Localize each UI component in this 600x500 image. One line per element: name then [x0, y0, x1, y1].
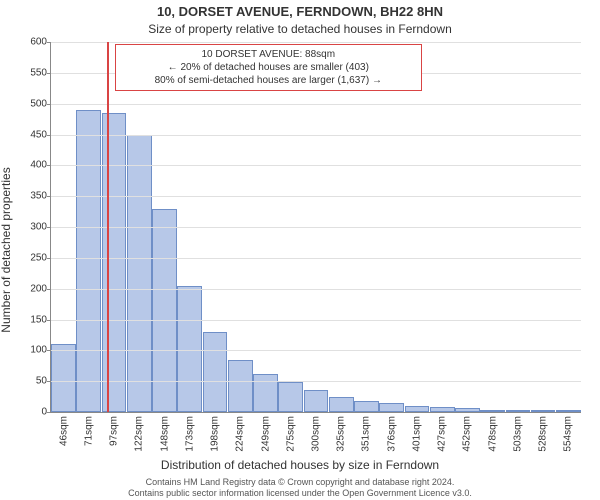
- attribution-line-2: Contains public sector information licen…: [0, 488, 600, 498]
- property-marker-line: [107, 42, 109, 412]
- x-tick-label: 401sqm: [411, 416, 422, 452]
- x-tick-label: 249sqm: [260, 416, 271, 452]
- y-tick-label: 500: [30, 98, 51, 109]
- callout-line-3: 80% of semi-detached houses are larger (…: [122, 74, 415, 87]
- y-tick-label: 400: [30, 160, 51, 171]
- plot-area: 05010015020025030035040045050055060046sq…: [50, 42, 581, 413]
- x-tick-label: 122sqm: [134, 416, 145, 452]
- grid-line: [51, 165, 581, 166]
- y-tick-label: 100: [30, 345, 51, 356]
- histogram-bar: [531, 410, 556, 412]
- y-tick-label: 200: [30, 283, 51, 294]
- x-tick-label: 376sqm: [386, 416, 397, 452]
- x-tick-label: 224sqm: [235, 416, 246, 452]
- y-tick-label: 150: [30, 314, 51, 325]
- x-tick-label: 528sqm: [538, 416, 549, 452]
- histogram-bar: [405, 406, 430, 412]
- grid-line: [51, 227, 581, 228]
- histogram-bar: [76, 110, 101, 412]
- y-tick-label: 300: [30, 222, 51, 233]
- histogram-bar: [177, 286, 202, 412]
- x-tick-label: 71sqm: [83, 416, 94, 446]
- histogram-bar: [480, 410, 505, 412]
- histogram-bar: [228, 360, 253, 412]
- grid-line: [51, 258, 581, 259]
- x-tick-label: 351sqm: [361, 416, 372, 452]
- x-tick-label: 198sqm: [210, 416, 221, 452]
- x-tick-label: 325sqm: [336, 416, 347, 452]
- histogram-chart: 10, DORSET AVENUE, FERNDOWN, BH22 8HN Si…: [0, 0, 600, 500]
- histogram-bar: [506, 410, 531, 412]
- grid-line: [51, 350, 581, 351]
- y-axis-label: Number of detached properties: [0, 167, 13, 332]
- x-tick-label: 554sqm: [563, 416, 574, 452]
- grid-line: [51, 42, 581, 43]
- x-tick-label: 275sqm: [285, 416, 296, 452]
- x-tick-label: 478sqm: [487, 416, 498, 452]
- y-tick-label: 250: [30, 252, 51, 263]
- y-tick-label: 0: [41, 407, 51, 418]
- grid-line: [51, 196, 581, 197]
- histogram-bar: [304, 390, 329, 412]
- x-axis-label: Distribution of detached houses by size …: [0, 458, 600, 472]
- attribution-line-1: Contains HM Land Registry data © Crown c…: [0, 477, 600, 487]
- grid-line: [51, 104, 581, 105]
- histogram-bar: [430, 407, 455, 412]
- histogram-bar: [354, 401, 379, 412]
- chart-subtitle: Size of property relative to detached ho…: [0, 22, 600, 36]
- callout-line-2: ← 20% of detached houses are smaller (40…: [122, 61, 415, 74]
- y-tick-label: 600: [30, 37, 51, 48]
- x-tick-label: 503sqm: [512, 416, 523, 452]
- histogram-bar: [455, 408, 480, 412]
- y-tick-label: 50: [36, 376, 51, 387]
- x-tick-label: 173sqm: [184, 416, 195, 452]
- histogram-bar: [278, 382, 303, 412]
- x-tick-label: 452sqm: [462, 416, 473, 452]
- histogram-bar: [102, 113, 127, 412]
- histogram-bar: [127, 135, 152, 413]
- histogram-bar: [379, 403, 404, 412]
- histogram-bar: [253, 374, 278, 412]
- grid-line: [51, 320, 581, 321]
- x-tick-label: 300sqm: [311, 416, 322, 452]
- attribution-text: Contains HM Land Registry data © Crown c…: [0, 477, 600, 498]
- histogram-bar: [556, 410, 581, 412]
- grid-line: [51, 289, 581, 290]
- x-tick-label: 427sqm: [437, 416, 448, 452]
- grid-line: [51, 381, 581, 382]
- chart-title: 10, DORSET AVENUE, FERNDOWN, BH22 8HN: [0, 4, 600, 19]
- x-tick-label: 97sqm: [109, 416, 120, 446]
- x-tick-label: 148sqm: [159, 416, 170, 452]
- histogram-bar: [329, 397, 354, 412]
- property-callout: 10 DORSET AVENUE: 88sqm← 20% of detached…: [115, 44, 422, 91]
- histogram-bar: [51, 344, 76, 412]
- x-tick-label: 46sqm: [58, 416, 69, 446]
- histogram-bar: [203, 332, 228, 412]
- y-tick-label: 350: [30, 191, 51, 202]
- y-tick-label: 450: [30, 129, 51, 140]
- y-tick-label: 550: [30, 67, 51, 78]
- grid-line: [51, 135, 581, 136]
- callout-line-1: 10 DORSET AVENUE: 88sqm: [122, 48, 415, 61]
